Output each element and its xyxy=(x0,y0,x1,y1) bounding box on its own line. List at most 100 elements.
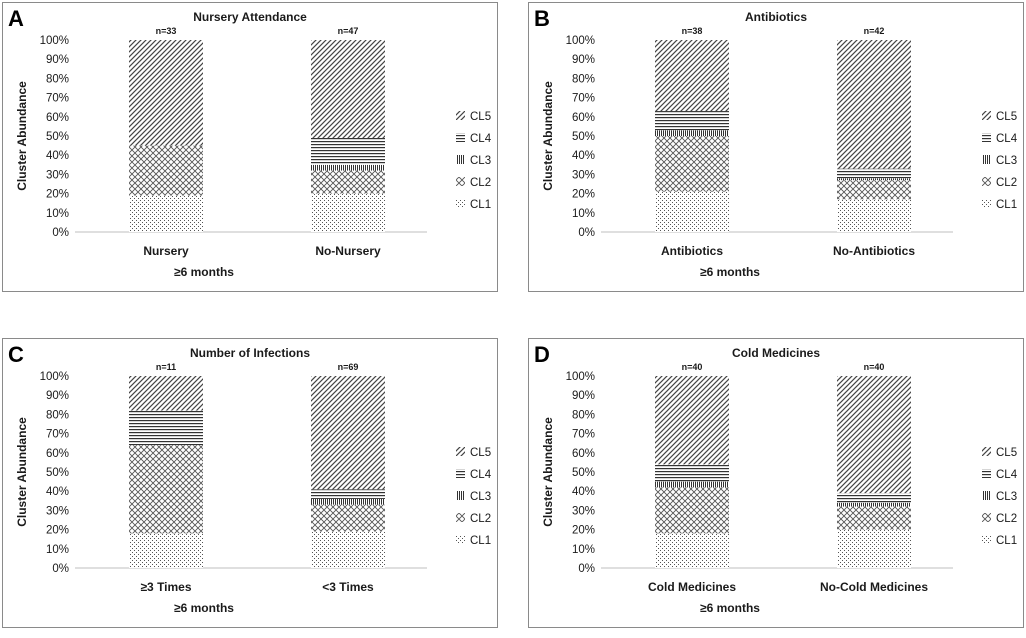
legend-swatch-cl5 xyxy=(982,111,991,120)
y-tick-label: 60% xyxy=(46,448,69,460)
y-tick-label: 20% xyxy=(46,189,69,201)
x-axis-label: ≥6 months xyxy=(700,265,760,279)
chart-title: Nursery Attendance xyxy=(193,10,307,24)
y-tick-label: 50% xyxy=(46,131,69,143)
x-category-label: Antibiotics xyxy=(661,244,723,258)
legend-label: CL5 xyxy=(996,447,1017,459)
bar-segment-cl1 xyxy=(311,193,385,232)
n-label: n=38 xyxy=(682,26,703,36)
legend-swatch-cl5 xyxy=(456,111,465,120)
n-label: n=11 xyxy=(156,362,176,372)
legend-label: CL1 xyxy=(996,199,1017,211)
bar-segment-cl2 xyxy=(311,170,385,194)
legend-label: CL1 xyxy=(470,535,491,547)
bar-segment-cl4 xyxy=(655,111,729,131)
y-axis-label: Cluster Abundance xyxy=(541,417,555,527)
bar-segment-cl5 xyxy=(311,40,385,138)
bar-segment-cl4 xyxy=(129,410,203,446)
bar-segment-cl3 xyxy=(837,178,911,181)
x-category-label: <3 Times xyxy=(322,580,374,594)
x-category-label: No-Nursery xyxy=(315,244,381,258)
legend-label: CL3 xyxy=(996,155,1017,167)
bar-segment-cl1 xyxy=(837,529,911,568)
y-axis-label: Cluster Abundance xyxy=(541,81,555,191)
legend-swatch-cl1 xyxy=(982,535,991,544)
legend-label: CL3 xyxy=(996,491,1017,503)
y-tick-label: 70% xyxy=(46,93,69,105)
y-tick-label: 100% xyxy=(40,35,69,47)
panel-letter-a: A xyxy=(8,6,24,31)
y-tick-label: 100% xyxy=(566,35,595,47)
bar-segment-cl2 xyxy=(129,445,203,534)
y-tick-label: 40% xyxy=(46,150,69,162)
y-tick-label: 60% xyxy=(572,112,595,124)
y-tick-label: 70% xyxy=(572,429,595,441)
y-axis-label: Cluster Abundance xyxy=(15,417,29,527)
y-tick-label: 60% xyxy=(572,448,595,460)
bar-segment-cl1 xyxy=(837,199,911,232)
legend-label: CL3 xyxy=(470,491,491,503)
y-tick-label: 70% xyxy=(572,93,595,105)
y-tick-label: 40% xyxy=(46,486,69,498)
bar-segment-cl1 xyxy=(129,195,203,232)
bar-segment-cl2 xyxy=(655,136,729,192)
n-label: n=33 xyxy=(156,26,177,36)
legend-label: CL1 xyxy=(996,535,1017,547)
bar-segment-cl5 xyxy=(129,40,203,146)
bar-segment-cl1 xyxy=(655,191,729,232)
y-tick-label: 90% xyxy=(46,390,69,402)
panel-letter-c: C xyxy=(8,342,24,367)
legend-swatch-cl5 xyxy=(456,447,465,456)
y-tick-label: 30% xyxy=(572,169,595,181)
x-category-label: Cold Medicines xyxy=(648,580,736,594)
legend-label: CL2 xyxy=(996,177,1017,189)
bar-segment-cl1 xyxy=(655,533,729,568)
bar-segment-cl2 xyxy=(311,504,385,532)
bar-segment-cl5 xyxy=(129,376,203,411)
y-tick-label: 80% xyxy=(46,73,69,85)
bar-segment-cl4 xyxy=(311,489,385,499)
y-tick-label: 10% xyxy=(46,208,69,220)
y-tick-label: 90% xyxy=(572,54,595,66)
bar-segment-cl4 xyxy=(655,464,729,482)
bar-segment-cl5 xyxy=(655,376,729,465)
legend-label: CL2 xyxy=(470,177,491,189)
y-tick-label: 80% xyxy=(572,409,595,421)
legend-label: CL4 xyxy=(996,469,1018,481)
legend-swatch-cl5 xyxy=(982,447,991,456)
y-tick-label: 30% xyxy=(46,505,69,517)
y-tick-label: 40% xyxy=(572,150,595,162)
y-tick-label: 40% xyxy=(572,486,595,498)
bar-segment-cl2 xyxy=(837,506,911,530)
chart-c: Number of Infections Cluster Abundance 0% 1… xyxy=(15,346,492,615)
legend-swatch-cl1 xyxy=(456,199,465,208)
panel-b: Antibiotics Cluster Abundance 0% 10% 20% 30% 4… xyxy=(528,2,1024,292)
legend-swatch-cl3 xyxy=(456,491,465,500)
chart-a: Nursery Attendance Cluster Abundance 0% 10%… xyxy=(15,10,492,279)
bar-segment-cl3 xyxy=(837,502,911,507)
y-tick-label: 20% xyxy=(572,525,595,537)
y-axis-label: Cluster Abundance xyxy=(15,81,29,191)
legend-label: CL5 xyxy=(470,447,491,459)
chart-d: Cold Medicines Cluster Abundance 0% 10% 20% 3… xyxy=(541,346,1018,615)
legend-swatch-cl3 xyxy=(982,155,991,164)
legend-label: CL2 xyxy=(996,513,1017,525)
panel-c: Number of Infections Cluster Abundance 0% 1… xyxy=(2,338,498,628)
bar-segment-cl3 xyxy=(655,481,729,488)
bar-segment-cl1 xyxy=(311,531,385,568)
bar-segment-cl2 xyxy=(129,145,203,196)
bar-segment-cl1 xyxy=(129,533,203,568)
legend-label: CL5 xyxy=(996,111,1017,123)
legend-swatch-cl4 xyxy=(982,133,991,142)
y-tick-label: 10% xyxy=(46,544,69,556)
panel-letter-b: B xyxy=(534,6,550,31)
legend-swatch-cl4 xyxy=(982,469,991,478)
legend-swatch-cl4 xyxy=(456,133,465,142)
bar-segment-cl5 xyxy=(655,40,729,112)
bar-segment-cl3 xyxy=(311,498,385,505)
y-tick-label: 0% xyxy=(52,563,69,575)
legend-label: CL1 xyxy=(470,199,491,211)
y-tick-label: 30% xyxy=(572,505,595,517)
chart-title: Antibiotics xyxy=(745,10,807,24)
